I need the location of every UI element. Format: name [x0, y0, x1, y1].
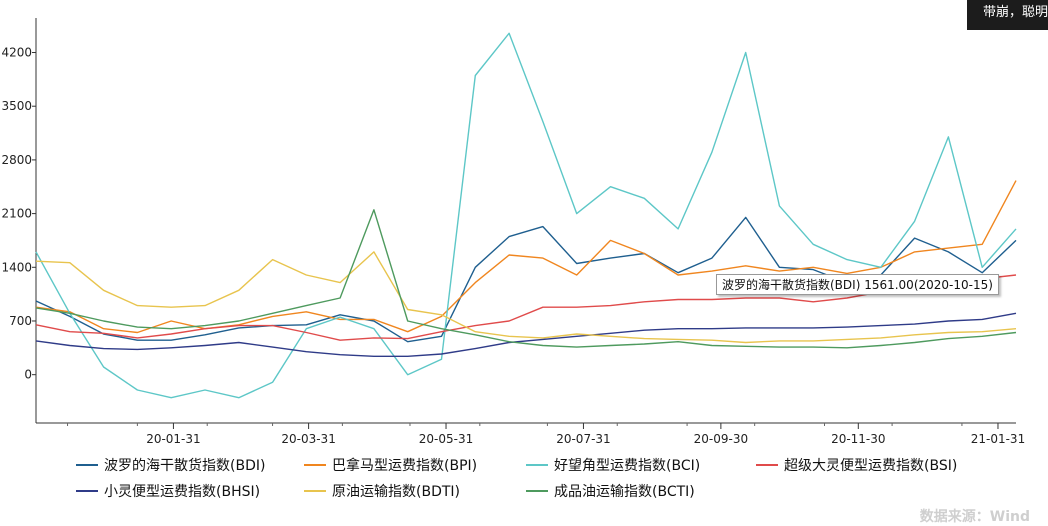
data-tooltip: 波罗的海干散货指数(BDI) 1561.00(2020-10-15)	[716, 274, 999, 295]
y-tick-label: 2100	[1, 207, 32, 221]
y-tick-label: 3500	[1, 99, 32, 113]
legend-swatch	[526, 464, 548, 466]
legend-item-7[interactable]: 成品油运输指数(BCTI)	[526, 481, 695, 501]
series-line-6	[35, 251, 1017, 344]
series-line-2	[35, 180, 1017, 334]
x-tick-label: 20-07-31	[556, 432, 610, 446]
legend-label: 原油运输指数(BDTI)	[332, 484, 460, 500]
data-source-label: 数据来源：Wind	[919, 509, 1030, 525]
top-right-popup: 带崩，聪明	[967, 0, 1048, 30]
x-tick-label: 20-09-30	[694, 432, 748, 446]
x-tick-label: 20-11-30	[831, 432, 885, 446]
legend-label: 小灵便型运费指数(BHSI)	[104, 484, 261, 500]
x-tick-label: 20-03-31	[281, 432, 335, 446]
y-tick-label: 700	[9, 314, 32, 328]
legend-item-4[interactable]: 超级大灵便型运费指数(BSI)	[756, 455, 957, 475]
series-line-3	[35, 32, 1017, 399]
legend-label: 超级大灵便型运费指数(BSI)	[784, 458, 958, 474]
legend-label: 好望角型运费指数(BCI)	[554, 458, 701, 474]
legend-swatch	[526, 490, 548, 492]
legend-label: 成品油运输指数(BCTI)	[554, 484, 695, 500]
legend-swatch	[76, 464, 98, 466]
legend-swatch	[304, 490, 326, 492]
x-tick-label: 20-05-31	[419, 432, 473, 446]
legend-swatch	[76, 490, 98, 492]
x-tick-label: 20-01-31	[146, 432, 200, 446]
legend-item-3[interactable]: 好望角型运费指数(BCI)	[526, 455, 700, 475]
legend-label: 巴拿马型运费指数(BPI)	[332, 458, 478, 474]
legend-label: 波罗的海干散货指数(BDI)	[104, 458, 266, 474]
legend-item-6[interactable]: 原油运输指数(BDTI)	[304, 481, 460, 501]
x-tick-label: 21-01-31	[971, 432, 1025, 446]
legend-swatch	[304, 464, 326, 466]
series-line-7	[35, 209, 1017, 349]
y-tick-label: 4200	[1, 46, 32, 60]
legend-swatch	[756, 464, 778, 466]
legend-item-5[interactable]: 小灵便型运费指数(BHSI)	[76, 481, 260, 501]
y-tick-label: 1400	[1, 260, 32, 274]
y-tick-label: 0	[24, 368, 32, 382]
legend-item-1[interactable]: 波罗的海干散货指数(BDI)	[76, 455, 265, 475]
series-line-5	[35, 312, 1017, 357]
legend-item-2[interactable]: 巴拿马型运费指数(BPI)	[304, 455, 477, 475]
y-tick-label: 2800	[1, 153, 32, 167]
series-line-4	[35, 274, 1017, 341]
